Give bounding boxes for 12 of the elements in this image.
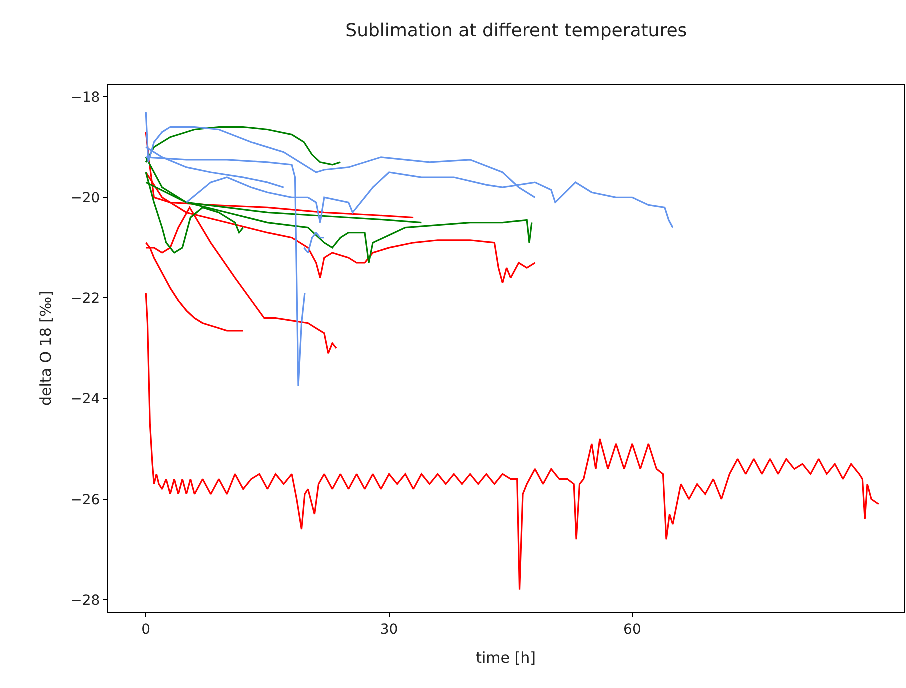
y-tick-label: −22: [70, 291, 100, 308]
y-tick-label: −20: [70, 190, 100, 207]
x-tick-label: 60: [624, 622, 642, 638]
y-axis-title: delta O 18 [‰]: [36, 290, 55, 406]
x-tick-label: 30: [380, 622, 398, 638]
x-axis-title: time [h]: [476, 648, 536, 667]
chart-title: Sublimation at different temperatures: [346, 20, 688, 42]
y-tick-label: −18: [70, 90, 100, 106]
y-tick-label: −28: [70, 592, 100, 609]
x-tick-label: 0: [142, 622, 151, 638]
y-tick-label: −26: [70, 492, 100, 508]
y-tick-label: −24: [70, 392, 100, 408]
